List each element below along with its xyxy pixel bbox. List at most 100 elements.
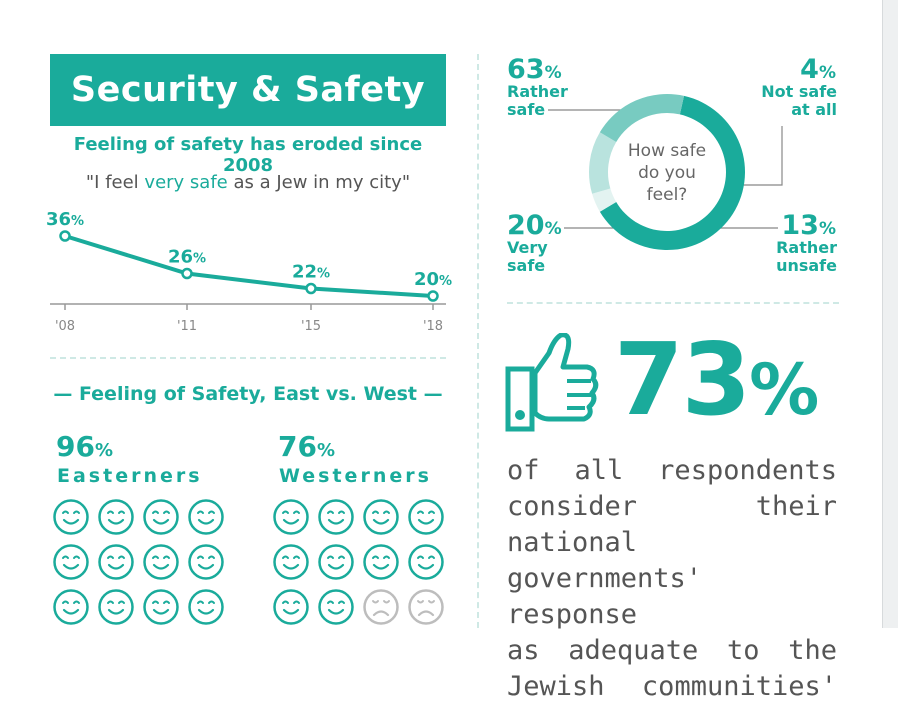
sad-face-icon: [407, 588, 445, 626]
rather-unsafe-label-line-2: unsafe: [776, 256, 837, 275]
rather-safe-pct-unit: %: [544, 63, 562, 83]
smiley-face-icon: [187, 498, 225, 536]
easterners-pct-value: 96: [56, 430, 95, 463]
smiley-face-icon: [317, 588, 355, 626]
easterners-pct: 96%: [56, 430, 113, 463]
not-safe-pct: 4%: [780, 56, 836, 83]
smiley-face-icon: [142, 588, 180, 626]
donut-center-line-3: feel?: [647, 185, 688, 205]
sad-face-icon: [362, 588, 400, 626]
data-label: 36%: [46, 209, 84, 230]
data-point: [181, 267, 193, 280]
donut-segments: [589, 94, 746, 251]
donut-center-line-2: do you: [638, 163, 696, 183]
thumbs-up-icon: [505, 333, 599, 432]
very-safe-label: Very safe: [507, 239, 548, 275]
westerners-pct: 76%: [278, 430, 335, 463]
rather-safe-label-line-1: Rather: [507, 82, 568, 101]
not-safe-label-line-1: Not safe: [761, 82, 837, 101]
donut-center-line-1: How safe: [628, 141, 706, 161]
westerners-face-grid: [272, 498, 445, 626]
quote-highlight: very safe: [144, 172, 228, 193]
smiley-face-icon: [317, 543, 355, 581]
smiley-face-icon: [407, 543, 445, 581]
title-banner: Security & Safety: [50, 54, 446, 126]
rather-unsafe-pct-value: 13: [781, 210, 819, 241]
rather-safe-pct: 63%: [507, 56, 562, 83]
data-point: [59, 230, 71, 242]
smiley-face-icon: [272, 588, 310, 626]
smiley-face-icon: [97, 588, 135, 626]
rather-safe-label-line-2: safe: [507, 100, 546, 119]
stat-line: as adequate to the: [507, 635, 837, 666]
easterners-face-grid: [52, 498, 225, 626]
x-tick-label: '15: [301, 319, 321, 334]
not-safe-pct-value: 4: [800, 54, 819, 85]
rather-unsafe-label-line-1: Rather: [776, 238, 837, 257]
safety-donut-chart: How safe do you feel?: [589, 94, 746, 251]
safety-trend-chart: '08 '11 '15 '18 36% 26% 22% 20%: [46, 209, 452, 334]
quote-prefix: "I feel: [85, 172, 145, 193]
data-label: 22%: [292, 262, 330, 283]
smiley-face-icon: [52, 588, 90, 626]
divider-left: [50, 357, 446, 359]
big-stat-value: 73%: [614, 330, 819, 431]
x-axis-ticks: '08 '11 '15 '18: [55, 304, 443, 334]
smiley-face-icon: [142, 543, 180, 581]
smiley-face-icon: [187, 543, 225, 581]
data-label: 26%: [168, 247, 206, 268]
stat-line: Jewish communities': [507, 671, 837, 702]
leader-not-safe: [742, 126, 783, 186]
rather-unsafe-pct-unit: %: [818, 219, 836, 239]
stat-line: governments' response: [507, 563, 703, 630]
donut-segment: [592, 188, 617, 212]
smiley-face-icon: [142, 498, 180, 536]
big-stat-unit: %: [749, 349, 819, 431]
stat-line: of all respondents: [507, 455, 837, 486]
data-point: [305, 282, 317, 295]
smiley-face-icon: [52, 543, 90, 581]
data-point: [427, 290, 439, 302]
stat-line: consider their national: [507, 491, 837, 558]
easterners-label: Easterners: [57, 465, 203, 487]
scrollbar[interactable]: [882, 0, 898, 628]
rather-unsafe-pct: 13%: [780, 212, 836, 239]
series-line: [63, 234, 435, 298]
smiley-face-icon: [97, 543, 135, 581]
smiley-face-icon: [272, 498, 310, 536]
donut-segment: [599, 94, 685, 142]
easterners-pct-unit: %: [94, 440, 114, 461]
westerners-label: Westerners: [279, 465, 432, 487]
very-safe-pct-value: 20: [507, 210, 545, 241]
smiley-face-icon: [272, 543, 310, 581]
trend-subtitle: Feeling of safety has eroded since 2008: [73, 134, 423, 176]
quote-suffix: as a Jew in my city": [227, 172, 411, 193]
smiley-face-icon: [52, 498, 90, 536]
trend-quote: "I feel very safe as a Jew in my city": [50, 172, 446, 193]
divider-right: [507, 302, 839, 304]
stat-description: of all respondents consider their nation…: [507, 453, 837, 705]
smiley-face-icon: [187, 588, 225, 626]
smiley-face-icon: [362, 498, 400, 536]
very-safe-label-line-2: safe: [507, 256, 546, 275]
not-safe-label: Not safe at all: [746, 83, 837, 119]
not-safe-pct-unit: %: [818, 63, 836, 83]
data-label: 20%: [414, 269, 452, 290]
smiley-face-icon: [97, 498, 135, 536]
x-tick-label: '11: [177, 319, 197, 334]
series-points: 36% 26% 22% 20%: [46, 209, 452, 302]
smiley-face-icon: [362, 543, 400, 581]
not-safe-label-line-2: at all: [791, 100, 837, 119]
westerners-pct-unit: %: [316, 440, 336, 461]
x-tick-label: '18: [423, 319, 443, 334]
westerners-pct-value: 76: [278, 430, 317, 463]
big-stat-number: 73: [614, 321, 751, 438]
smiley-face-icon: [317, 498, 355, 536]
rather-safe-pct-value: 63: [507, 54, 545, 85]
east-west-heading: — Feeling of Safety, East vs. West —: [53, 383, 443, 405]
rather-safe-label: Rather safe: [507, 83, 568, 119]
divider-center: [477, 54, 479, 628]
very-safe-pct: 20%: [507, 212, 562, 239]
rather-unsafe-label: Rather unsafe: [760, 239, 837, 275]
smiley-face-icon: [407, 498, 445, 536]
